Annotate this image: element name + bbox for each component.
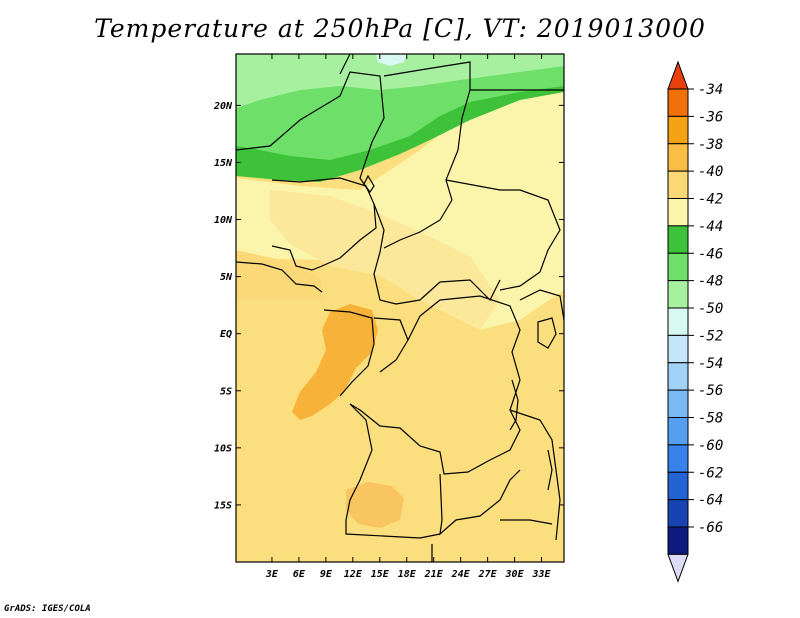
colorbar-label: -40 [698, 164, 723, 180]
country-borders [236, 54, 564, 562]
lat-tick-label: 10N [214, 215, 233, 226]
colorbar-label: -58 [698, 411, 723, 427]
colorbar-label: -62 [698, 465, 723, 481]
plot-frame [235, 53, 565, 563]
longitude-axis: 3E 6E 9E 12E 15E 18E 21E 24E 27E 30E 33E [265, 54, 552, 580]
lon-tick-label: 18E [398, 569, 417, 580]
field-band-minus50 [376, 54, 408, 66]
lake-outlines [363, 174, 557, 491]
colorbar: -34 -36 -38 -40 -42 -44 -46 -48 -50 -52 -54 -56 -58 -… [667, 60, 723, 583]
field-gulf [236, 250, 324, 300]
colorbar-swatch [667, 307, 689, 336]
lake-chad [363, 174, 375, 194]
colorbar-label: -52 [698, 328, 723, 344]
lon-tick-label: 15E [371, 569, 390, 580]
map-title: Temperature at 250hPa [C], VT: 201901300… [94, 14, 706, 43]
lon-tick-label: 3E [265, 569, 279, 580]
colorbar-label: -36 [698, 109, 723, 125]
lon-tick-label: 24E [451, 569, 471, 580]
lake-malawi [547, 449, 553, 491]
colorbar-top-arrow [667, 60, 689, 90]
colorbar-swatch [667, 143, 689, 172]
field-band-minus38-angola [346, 482, 404, 528]
colorbar-swatch [667, 280, 689, 309]
lat-tick-label: EQ [220, 329, 232, 340]
colorbar-label: -60 [698, 438, 723, 454]
colorbar-swatch [667, 334, 689, 364]
lon-tick-label: 12E [344, 569, 363, 580]
latitude-axis: 20N 15N 10N 5N EQ 5S 10S 15S [213, 101, 564, 511]
field-band-minus48 [236, 54, 564, 108]
colorbar-label: -44 [698, 219, 723, 235]
lat-tick-label: 5S [220, 386, 232, 397]
colorbar-swatch [667, 198, 689, 227]
lat-tick-label: 10S [214, 443, 232, 454]
lat-tick-label: 20N [213, 101, 233, 112]
colorbar-swatch [667, 499, 689, 528]
colorbar-swatch [667, 526, 689, 555]
colorbar-swatch [667, 417, 689, 446]
colorbar-swatch [667, 471, 689, 501]
colorbar-swatch [667, 252, 689, 282]
colorbar-swatch [667, 389, 689, 418]
lon-tick-label: 30E [505, 569, 525, 580]
colorbar-label: -46 [698, 246, 723, 262]
colorbar-label: -66 [698, 520, 723, 536]
grads-credit: GrADS: IGES/COLA [4, 604, 91, 614]
lon-tick-label: 9E [320, 569, 333, 580]
colorbar-swatch [667, 225, 689, 254]
lat-tick-label: 15N [214, 158, 233, 169]
colorbar-swatch [667, 88, 689, 117]
lat-tick-label: 15S [214, 500, 232, 511]
lake-victoria [537, 317, 557, 349]
colorbar-swatch [667, 444, 689, 473]
colorbar-label: -38 [698, 137, 723, 153]
colorbar-label: -50 [698, 301, 723, 317]
lon-tick-label: 33E [532, 569, 552, 580]
field-band-minus40a [270, 190, 500, 330]
colorbar-label: -48 [698, 274, 723, 290]
colorbar-label: -54 [698, 356, 723, 372]
field-band-minus38-gabon [292, 304, 378, 420]
lon-tick-label: 6E [293, 569, 306, 580]
lat-tick-label: 5N [220, 272, 233, 283]
colorbar-swatch [667, 170, 689, 199]
colorbar-swatch [667, 115, 689, 145]
colorbar-swatch [667, 362, 689, 391]
colorbar-label: -34 [698, 82, 723, 98]
colorbar-label: -42 [698, 192, 723, 208]
lon-tick-label: 27E [478, 569, 498, 580]
field-band-minus42 [236, 54, 564, 330]
colorbar-bottom-arrow [667, 553, 689, 583]
temperature-field [236, 54, 564, 562]
lon-tick-label: 21E [424, 569, 444, 580]
colorbar-label: -64 [698, 493, 723, 509]
colorbar-label: -56 [698, 383, 723, 399]
lake-tanganyika [509, 379, 519, 431]
